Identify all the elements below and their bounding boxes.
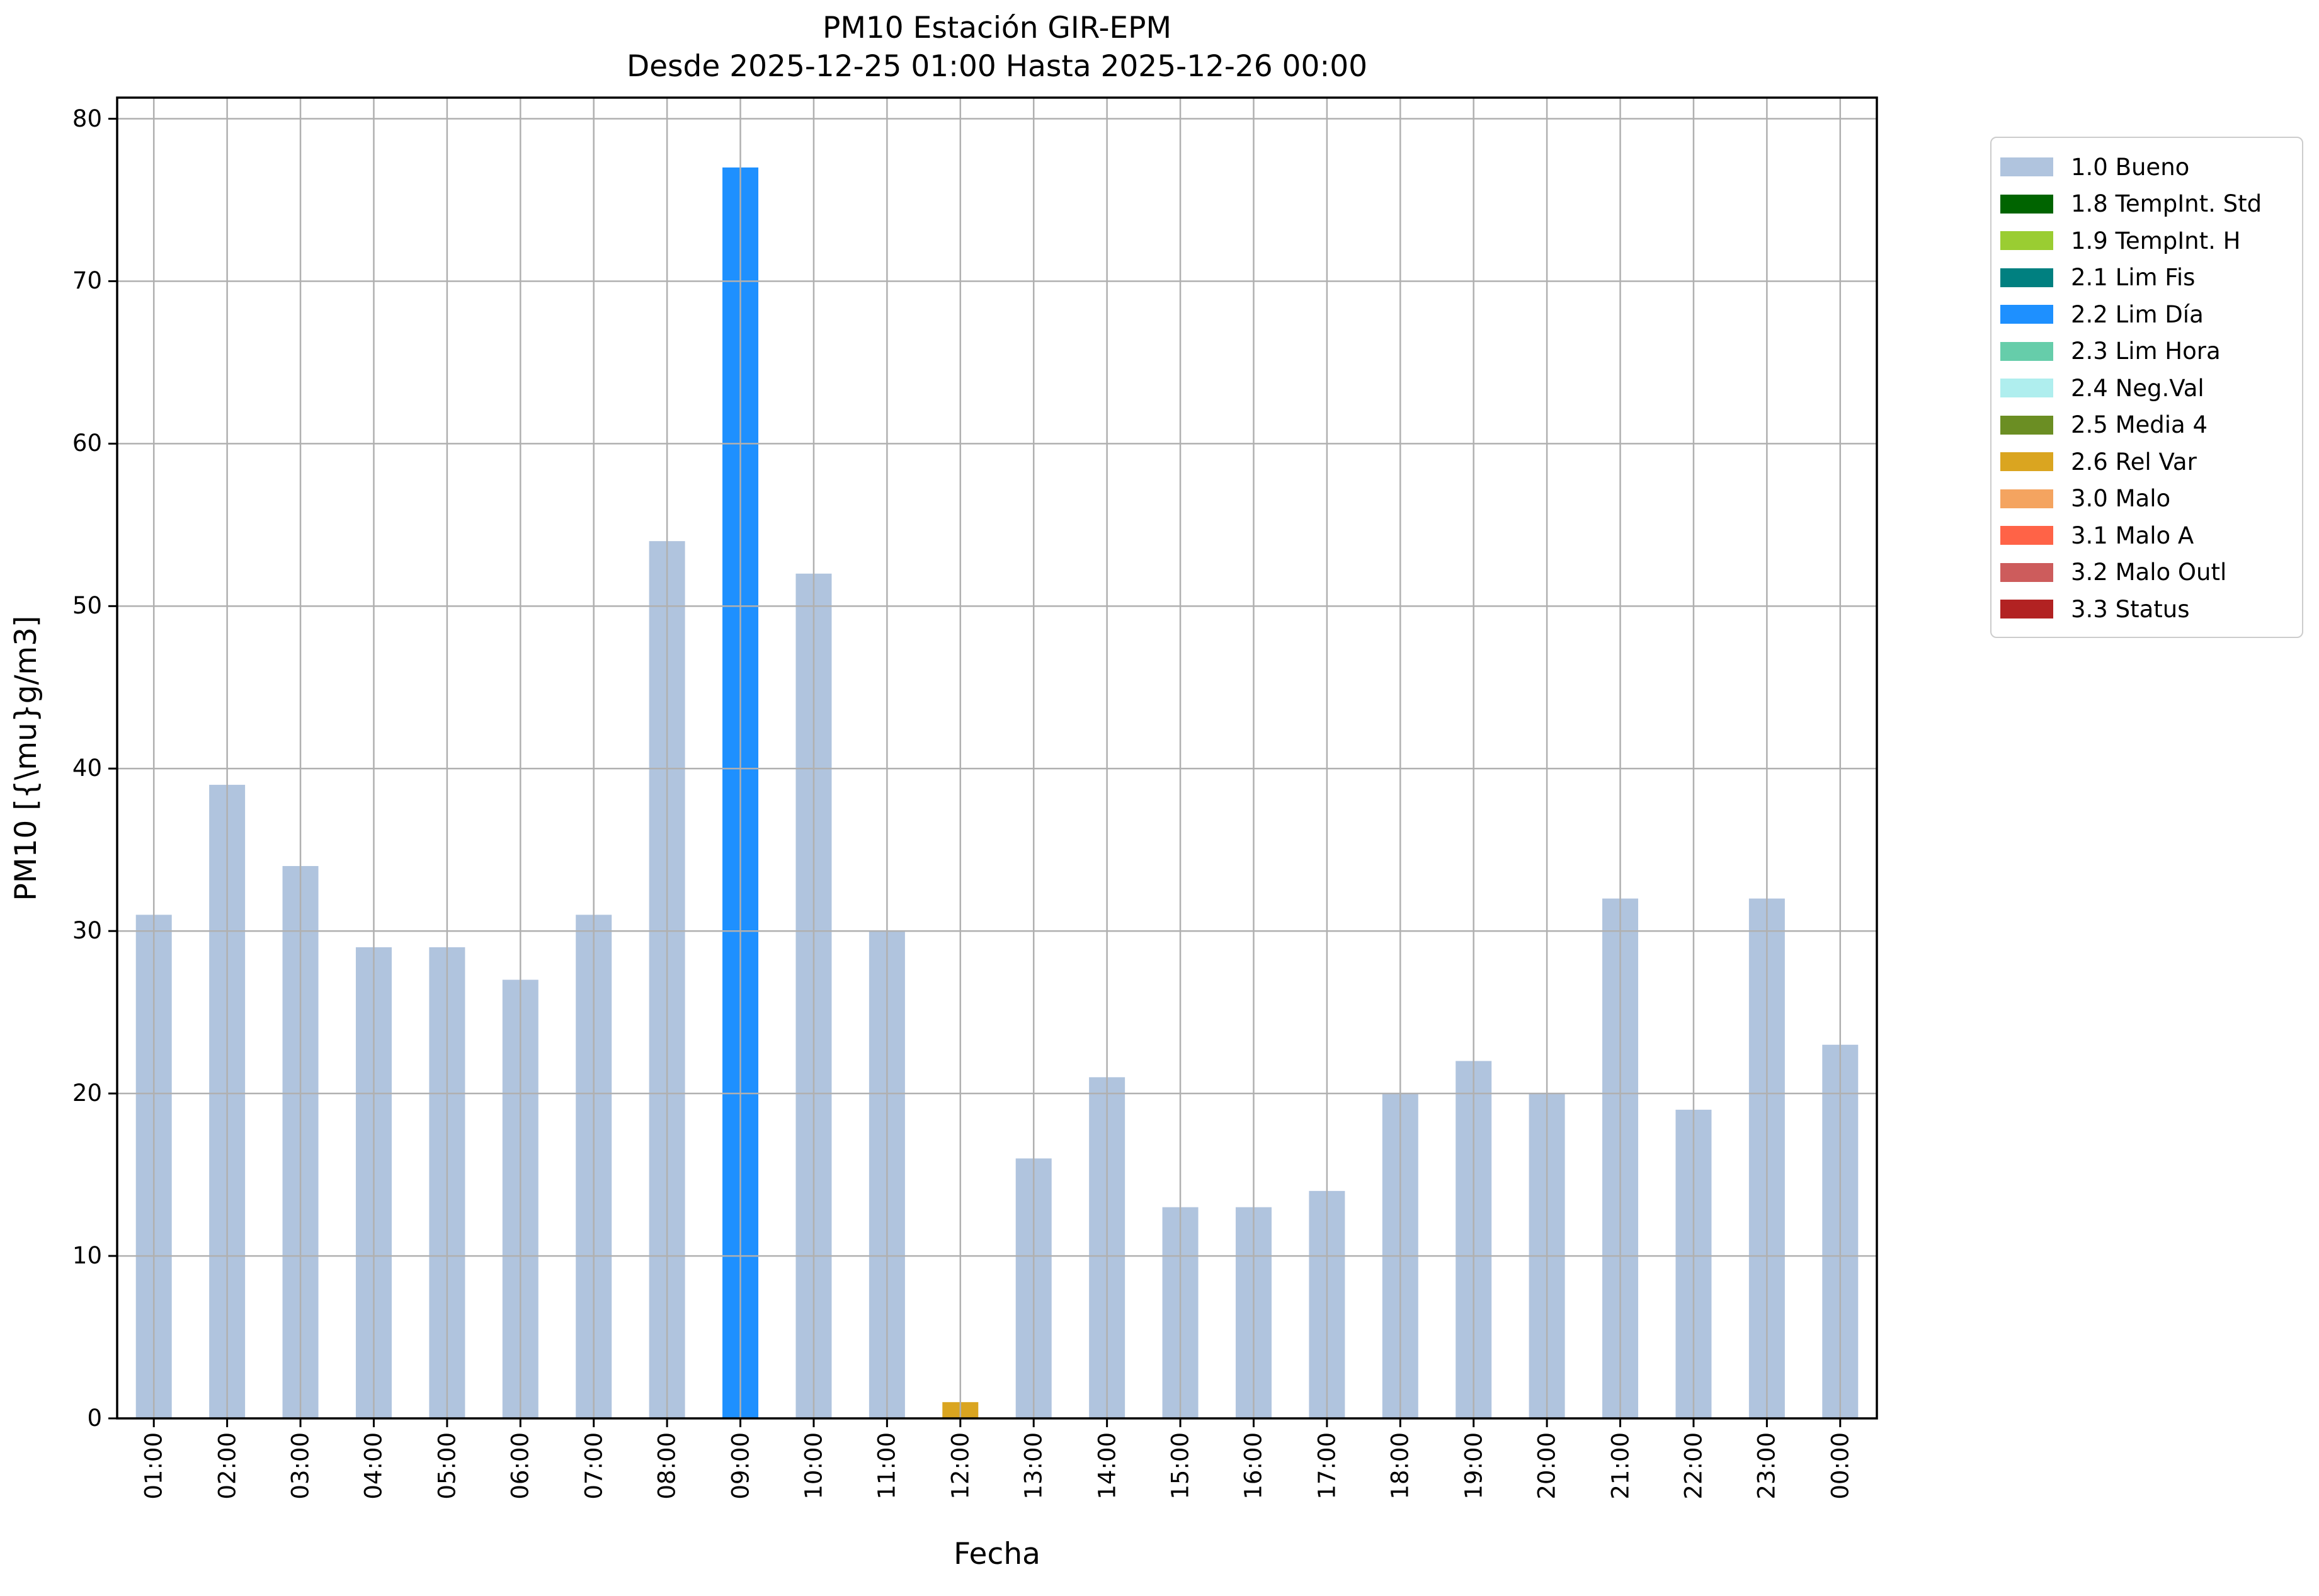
x-tick-label: 23:00 xyxy=(1753,1432,1781,1500)
legend-item: 2.3 Lim Hora xyxy=(2000,333,2302,370)
legend-label: 2.1 Lim Fis xyxy=(2071,264,2196,292)
legend: 1.0 Bueno 1.8 TempInt. Std 1.9 TempInt. H 2… xyxy=(1990,137,2303,638)
chart-title-line2: Desde 2025-12-25 01:00 Hasta 2025-12-26 … xyxy=(626,49,1368,84)
legend-swatch xyxy=(2000,194,2053,214)
y-tick-label: 50 xyxy=(72,592,102,620)
legend-item: 2.6 Rel Var xyxy=(2000,443,2302,481)
x-tick-label: 11:00 xyxy=(873,1432,901,1500)
x-tick-label: 22:00 xyxy=(1680,1432,1707,1500)
legend-label: 2.3 Lim Hora xyxy=(2071,338,2221,365)
legend-swatch xyxy=(2000,562,2053,582)
x-tick-label: 12:00 xyxy=(947,1432,974,1500)
x-tick-label: 15:00 xyxy=(1166,1432,1194,1500)
legend-label: 2.5 Media 4 xyxy=(2071,411,2208,439)
legend-label: 2.4 Neg.Val xyxy=(2071,374,2204,402)
legend-label: 1.9 TempInt. H xyxy=(2071,227,2241,254)
plot-area-border xyxy=(116,96,1878,1420)
x-axis-label: Fecha xyxy=(954,1537,1040,1571)
legend-item: 2.1 Lim Fis xyxy=(2000,259,2302,297)
legend-item: 2.2 Lim Día xyxy=(2000,296,2302,333)
legend-swatch xyxy=(2000,268,2053,287)
y-tick-label: 70 xyxy=(72,267,102,295)
x-tick-label: 09:00 xyxy=(727,1432,755,1500)
x-tick-label: 18:00 xyxy=(1386,1432,1414,1500)
y-tick-label: 60 xyxy=(72,430,102,457)
legend-swatch xyxy=(2000,231,2053,251)
x-tick-label: 17:00 xyxy=(1313,1432,1341,1500)
x-tick-label: 13:00 xyxy=(1020,1432,1047,1500)
legend-item: 1.8 TempInt. Std xyxy=(2000,186,2302,223)
x-tick-label: 21:00 xyxy=(1607,1432,1634,1500)
x-tick-label: 20:00 xyxy=(1533,1432,1561,1500)
legend-label: 3.2 Malo Outl xyxy=(2071,559,2227,586)
legend-swatch xyxy=(2000,379,2053,398)
legend-swatch xyxy=(2000,157,2053,177)
chart-title: PM10 Estación GIR-EPM Desde 2025-12-25 0… xyxy=(117,9,1877,86)
legend-label: 3.3 Status xyxy=(2071,595,2190,623)
x-tick-label: 10:00 xyxy=(800,1432,828,1500)
legend-item: 1.0 Bueno xyxy=(2000,149,2302,186)
y-tick-label: 10 xyxy=(72,1242,102,1270)
x-tick-label: 03:00 xyxy=(287,1432,314,1500)
legend-swatch xyxy=(2000,489,2053,508)
legend-item: 3.2 Malo Outl xyxy=(2000,554,2302,591)
y-tick-label: 80 xyxy=(72,105,102,132)
legend-item: 3.1 Malo A xyxy=(2000,517,2302,554)
legend-swatch xyxy=(2000,600,2053,619)
legend-item: 2.4 Neg.Val xyxy=(2000,370,2302,407)
y-tick-label: 30 xyxy=(72,917,102,945)
legend-swatch xyxy=(2000,452,2053,472)
legend-item: 3.3 Status xyxy=(2000,591,2302,628)
y-tick-label: 20 xyxy=(72,1080,102,1107)
x-tick-label: 08:00 xyxy=(653,1432,681,1500)
legend-swatch xyxy=(2000,526,2053,545)
legend-swatch xyxy=(2000,415,2053,435)
x-tick-label: 00:00 xyxy=(1826,1432,1854,1500)
y-tick-label: 0 xyxy=(87,1405,102,1432)
x-tick-label: 07:00 xyxy=(580,1432,608,1500)
legend-label: 1.8 TempInt. Std xyxy=(2071,190,2262,218)
legend-label: 1.0 Bueno xyxy=(2071,153,2190,181)
x-tick-label: 06:00 xyxy=(506,1432,534,1500)
legend-item: 2.5 Media 4 xyxy=(2000,407,2302,444)
legend-swatch xyxy=(2000,305,2053,324)
y-tick-label: 40 xyxy=(72,755,102,782)
x-tick-label: 02:00 xyxy=(214,1432,241,1500)
x-tick-label: 05:00 xyxy=(433,1432,461,1500)
x-tick-label: 19:00 xyxy=(1460,1432,1488,1500)
legend-label: 3.1 Malo A xyxy=(2071,522,2194,549)
x-tick-label: 01:00 xyxy=(140,1432,168,1500)
x-tick-label: 14:00 xyxy=(1093,1432,1121,1500)
x-tick-label: 16:00 xyxy=(1239,1432,1267,1500)
chart-title-line1: PM10 Estación GIR-EPM xyxy=(822,11,1172,45)
legend-label: 2.2 Lim Día xyxy=(2071,300,2204,328)
legend-item: 1.9 TempInt. H xyxy=(2000,222,2302,259)
x-tick-label: 04:00 xyxy=(360,1432,387,1500)
legend-label: 3.0 Malo xyxy=(2071,485,2171,513)
legend-item: 3.0 Malo xyxy=(2000,481,2302,518)
legend-label: 2.6 Rel Var xyxy=(2071,448,2197,476)
legend-swatch xyxy=(2000,341,2053,361)
